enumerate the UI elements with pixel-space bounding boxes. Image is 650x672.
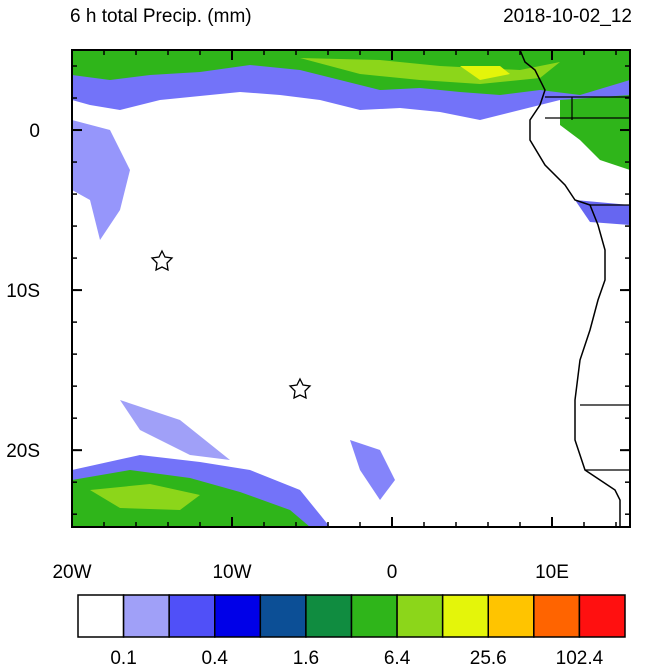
y-tick-label: 0	[29, 121, 40, 142]
colorbar-swatch	[122, 594, 170, 638]
colorbar-swatch	[350, 594, 398, 638]
colorbar-label: 25.6	[470, 648, 507, 667]
x-tick-label: 10E	[535, 562, 569, 583]
colorbar-swatch	[487, 594, 535, 638]
colorbar-swatch	[396, 594, 444, 638]
valid-time: 2018-10-02_12	[503, 6, 632, 27]
x-tick-label: 20W	[52, 562, 91, 583]
precip-field	[72, 50, 630, 527]
colorbar-label: 1.6	[293, 648, 319, 667]
colorbar-swatch	[259, 594, 307, 638]
map-frame	[71, 49, 631, 528]
x-tick-label: 0	[387, 562, 398, 583]
colorbar-swatch	[578, 594, 626, 638]
y-tick-label: 10S	[6, 281, 40, 302]
colorbar-swatch	[533, 594, 581, 638]
colorbar-swatch	[441, 594, 489, 638]
x-tick-label: 10W	[212, 562, 251, 583]
colorbar-label: 102.4	[556, 648, 604, 667]
station-marker	[150, 249, 174, 272]
colorbar-swatch	[77, 594, 125, 638]
colorbar-label: 6.4	[384, 648, 411, 667]
colorbar-swatch	[168, 594, 216, 638]
coastline	[519, 49, 621, 527]
station-marker	[288, 377, 312, 400]
colorbar-swatch	[214, 594, 262, 638]
colorbar-label: 0.1	[110, 648, 136, 667]
colorbar-swatch	[305, 594, 353, 638]
y-tick-label: 20S	[6, 441, 40, 462]
borders	[545, 96, 630, 471]
map-title: 6 h total Precip. (mm)	[70, 6, 252, 27]
colorbar-label: 0.4	[202, 648, 229, 667]
